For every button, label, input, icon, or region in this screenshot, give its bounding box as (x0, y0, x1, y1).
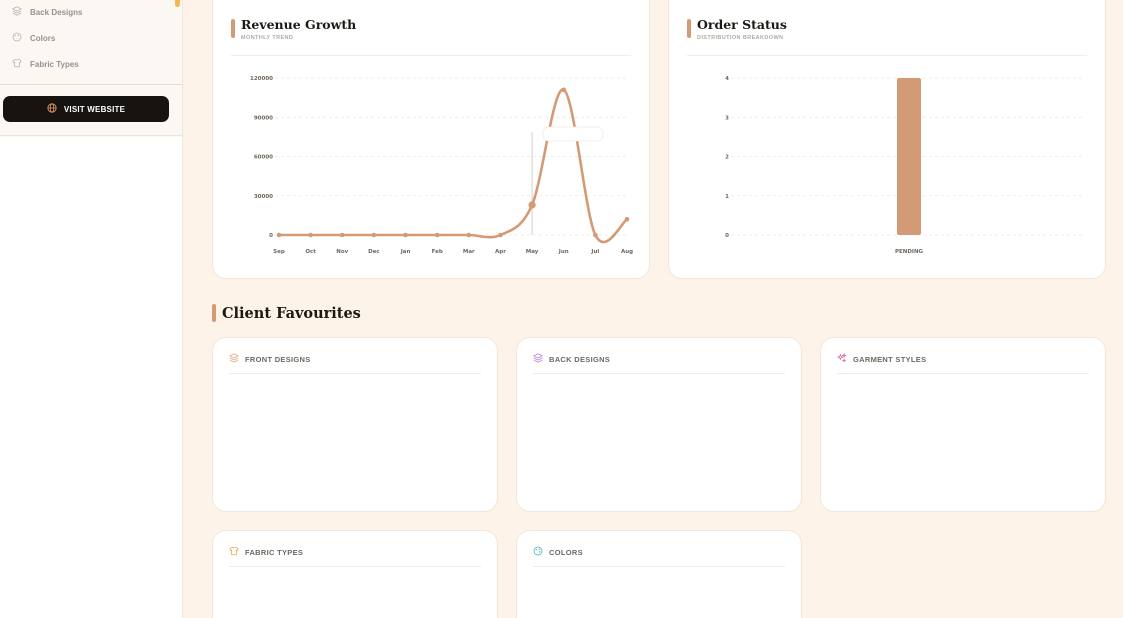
globe-icon (47, 103, 57, 115)
divider (837, 373, 1089, 374)
colors-card[interactable]: COLORS (516, 530, 802, 618)
y-tick-label: 1 (725, 194, 729, 200)
card-label: BACK DESIGNS (549, 354, 611, 364)
data-point (276, 232, 282, 238)
scroll-indicator[interactable] (175, 0, 180, 7)
card-label: FABRIC TYPES (245, 547, 304, 557)
tooltip-box (542, 126, 604, 142)
y-tick-label: 120000 (250, 76, 273, 82)
x-tick-label: PENDING (895, 249, 924, 255)
x-tick-label: Apr (495, 249, 506, 255)
data-point (561, 87, 567, 93)
sidebar-item-colors[interactable]: Colors (12, 32, 55, 44)
divider (231, 55, 631, 56)
x-tick-label: Jul (590, 249, 599, 255)
y-tick-label: 0 (269, 233, 273, 239)
data-point (498, 232, 503, 238)
visit-website-label: VISIT WEBSITE (63, 104, 126, 114)
revenue-line-chart[interactable]: 0 30000 60000 90000 120000 Sep Oct Nov Dec Jan Feb… (213, 0, 651, 280)
card-label: GARMENT STYLES (853, 354, 927, 364)
order-status-card: Order Status DISTRIBUTION BREAKDOWN 0 1 2 3… (668, 0, 1106, 279)
visit-website-button[interactable]: VISIT WEBSITE (3, 96, 169, 122)
sidebar-item-label: Back Designs (30, 7, 83, 17)
data-point (593, 232, 598, 238)
fabric-types-card[interactable]: FABRIC TYPES (212, 530, 498, 618)
back-designs-card[interactable]: BACK DESIGNS (516, 337, 802, 512)
data-point (308, 232, 313, 238)
sidebar-footer-area (0, 137, 182, 618)
data-point (339, 232, 345, 238)
bar-pending (897, 78, 921, 235)
sidebar-item-label: Fabric Types (30, 59, 79, 69)
card-title: Order Status (697, 17, 787, 32)
accent-bar (231, 19, 235, 38)
y-tick-label: 4 (725, 76, 729, 82)
x-tick-label: Aug (621, 249, 633, 255)
accent-bar (212, 304, 216, 322)
accent-bar (687, 19, 691, 38)
data-point (528, 201, 536, 209)
layers-icon (11, 6, 23, 18)
layers-icon (228, 353, 240, 365)
sidebar-item-back-designs[interactable]: Back Designs (11, 6, 83, 18)
sparkles-icon (836, 352, 847, 365)
section-title: Client Favourites (222, 304, 361, 322)
card-label: FRONT DESIGNS (245, 354, 311, 364)
y-tick-label: 0 (725, 233, 729, 239)
front-designs-card[interactable]: FRONT DESIGNS (212, 337, 498, 512)
y-tick-label: 30000 (254, 194, 273, 200)
garment-styles-card[interactable]: GARMENT STYLES (820, 337, 1106, 512)
data-point (434, 232, 440, 238)
divider (687, 55, 1087, 56)
revenue-growth-card: Revenue Growth MONTHLY TREND 0 30000 60000… (212, 0, 650, 279)
data-point (624, 217, 630, 222)
data-point (371, 232, 377, 238)
x-tick-label: Feb (432, 249, 443, 255)
palette-icon (533, 546, 543, 558)
y-tick-label: 90000 (254, 115, 273, 121)
card-subtitle: MONTHLY TREND (241, 35, 294, 41)
y-tick-label: 60000 (254, 155, 273, 161)
layers-icon (532, 353, 544, 365)
card-label: COLORS (549, 547, 583, 557)
x-tick-label: Dec (368, 249, 380, 255)
sidebar-item-fabric-types[interactable]: Fabric Types (12, 58, 79, 70)
card-subtitle: DISTRIBUTION BREAKDOWN (697, 35, 784, 41)
x-tick-label: May (526, 249, 539, 255)
palette-icon (12, 32, 22, 44)
sidebar-item-label: Colors (30, 33, 56, 43)
sidebar: Back Designs Colors Fabric Types VISIT W… (0, 0, 183, 618)
data-point (403, 232, 408, 238)
sidebar-nav: Back Designs Colors Fabric Types VISIT W… (0, 0, 182, 136)
divider (533, 566, 785, 567)
sidebar-divider (0, 84, 182, 85)
x-tick-label: Mar (463, 249, 475, 255)
x-tick-label: Sep (273, 249, 285, 255)
x-tick-label: Jan (400, 249, 411, 255)
revenue-series-line (277, 88, 629, 244)
client-favourites-heading: Client Favourites (212, 304, 361, 322)
x-tick-label: Nov (336, 249, 348, 255)
y-tick-label: 3 (725, 115, 729, 121)
x-tick-label: Oct (305, 249, 316, 255)
shirt-icon (12, 58, 22, 70)
y-tick-label: 2 (725, 155, 729, 161)
x-tick-label: Jun (558, 249, 569, 255)
divider (533, 373, 785, 374)
divider (229, 566, 481, 567)
divider (229, 373, 481, 374)
card-title: Revenue Growth (241, 17, 357, 32)
order-status-bar-chart[interactable]: 0 1 2 3 4 PENDING (669, 0, 1107, 280)
data-point (466, 232, 472, 238)
shirt-icon (229, 546, 239, 558)
